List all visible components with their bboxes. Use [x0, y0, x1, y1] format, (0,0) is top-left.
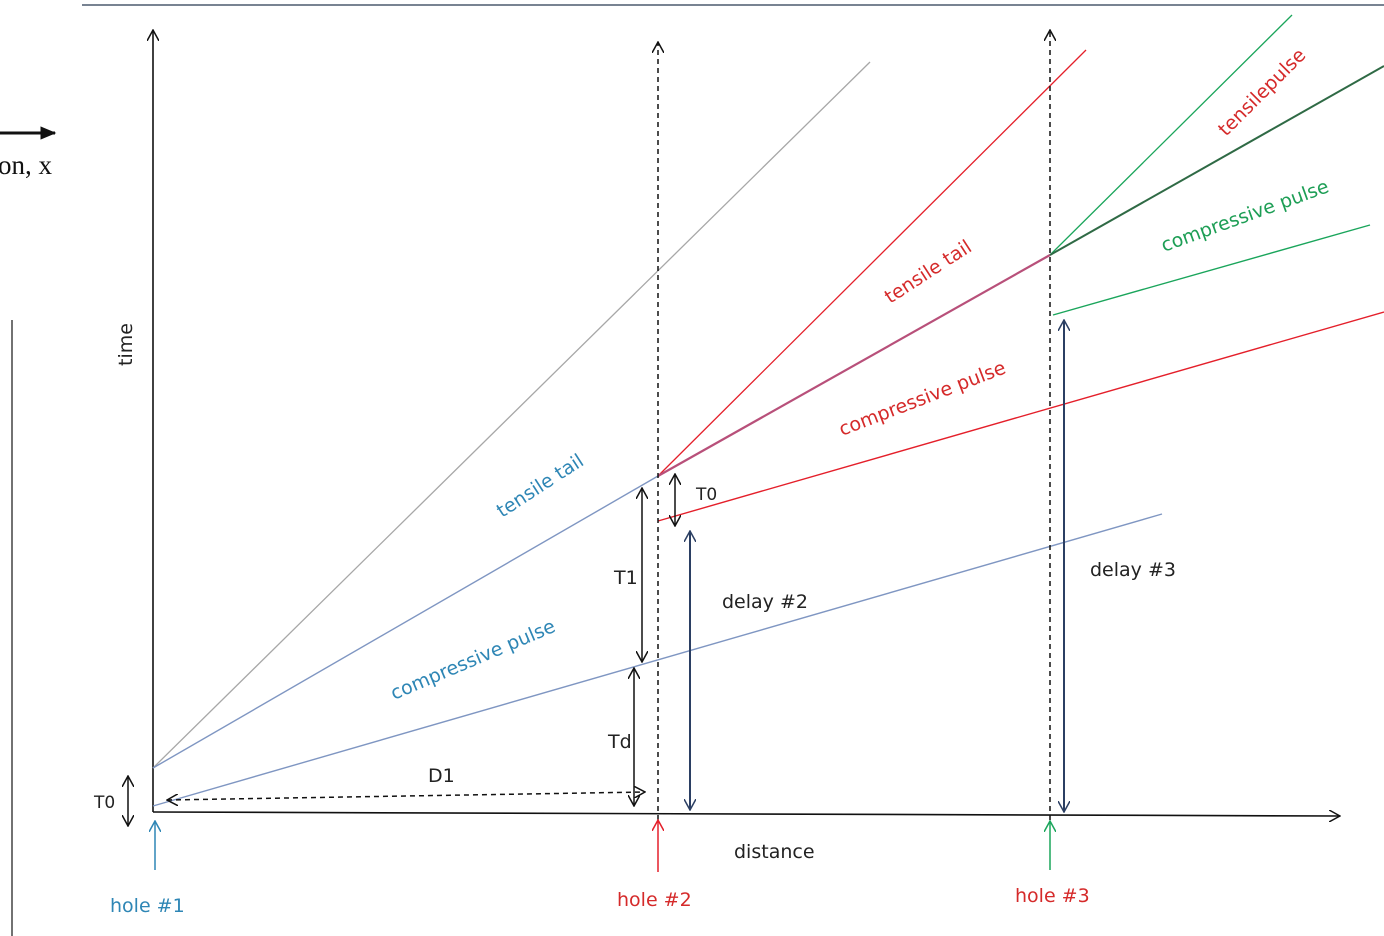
d1-label: D1 — [428, 765, 455, 787]
hole3-tensile-pulse-ray — [1049, 65, 1384, 256]
distance-axis-label: distance — [734, 841, 815, 863]
t1-label: T1 — [613, 567, 638, 589]
td-label: Td — [607, 731, 632, 753]
delay2-label: delay #2 — [722, 591, 808, 613]
blue-compressive-pulse-label: compressive pulse — [387, 615, 558, 704]
distance-axis — [152, 812, 1340, 816]
red-tensile-tail-label: tensile tail — [881, 236, 976, 308]
t0-origin-label: T0 — [93, 793, 115, 813]
delay3-label: delay #3 — [1090, 559, 1176, 581]
hole1-label: hole #1 — [110, 895, 185, 917]
hole2-label: hole #2 — [617, 889, 692, 911]
time-axis-label: time — [115, 323, 137, 366]
fragment-text: on, x — [0, 150, 53, 180]
d1-dimension-arrow — [167, 792, 645, 800]
hole2-tensile-tail-ray — [657, 254, 1051, 477]
hole1-tensile-tail-ray — [152, 475, 659, 769]
green-compressive-pulse-label: compressive pulse — [1158, 176, 1332, 257]
blue-tensile-tail-label: tensile tail — [493, 450, 588, 522]
green-tensile-pulse-label: tensilepulse — [1214, 44, 1310, 140]
t0-hole2-label: T0 — [695, 485, 717, 505]
hole1-compressive-pulse-ray — [152, 513, 1163, 807]
hole3-label: hole #3 — [1015, 885, 1090, 907]
hole1-gray-ray — [152, 61, 871, 769]
hole2-compressive-pulse-ray — [657, 311, 1384, 522]
hole3-upper-green-ray — [1049, 14, 1293, 256]
hole3-compressive-pulse-ray — [1052, 224, 1371, 316]
hole2-tensile-upper-ray — [657, 49, 1087, 477]
